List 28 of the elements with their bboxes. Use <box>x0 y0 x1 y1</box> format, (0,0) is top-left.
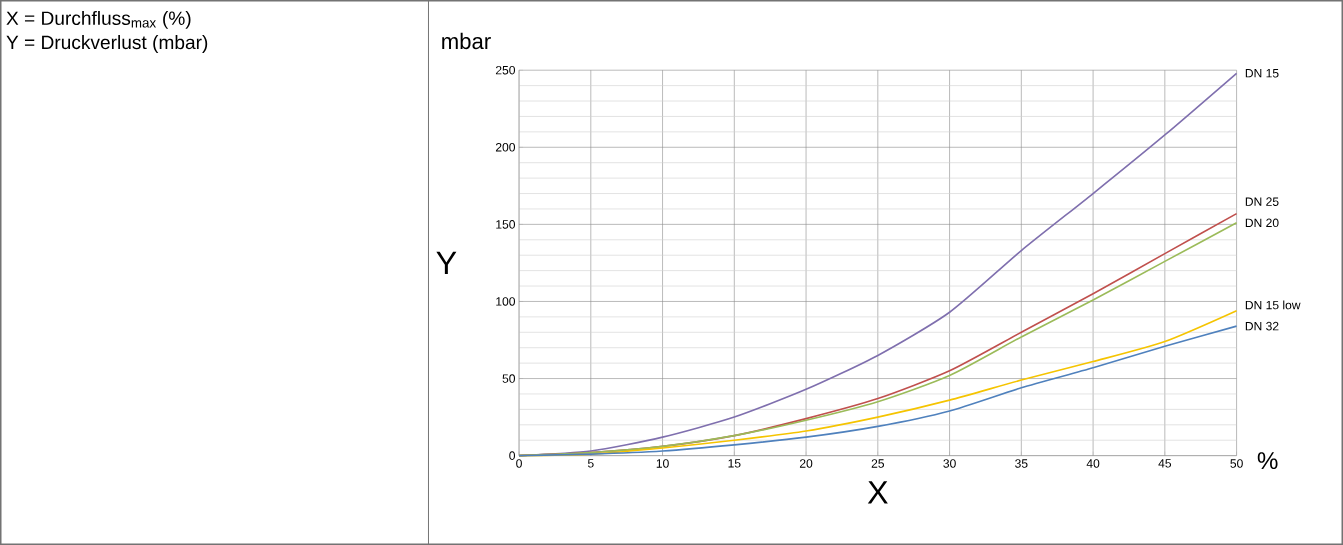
text: Y = Druckverlust (mbar) <box>6 35 208 53</box>
y-tick-label: 50 <box>502 374 516 383</box>
series-label: DN 15 low <box>1245 300 1301 310</box>
text: X = Durchfluss$_{max}$ (%) <box>6 10 191 29</box>
x-tick-label: 15 <box>728 459 741 468</box>
series-label: DN 15 <box>1245 69 1279 78</box>
y-axis-title: Y <box>436 251 457 275</box>
x-tick-label: 30 <box>943 459 956 468</box>
y-tick-label: 200 <box>495 143 516 152</box>
x-tick-label: 5 <box>587 459 594 468</box>
series-label: DN 20 <box>1245 218 1279 228</box>
text: % <box>1257 452 1278 470</box>
text: mbar <box>442 32 491 50</box>
x-tick-label: 45 <box>1158 459 1172 468</box>
series-label: DN 32 <box>1245 321 1279 331</box>
x-tick-label: 40 <box>1086 459 1100 468</box>
x-tick-label: 50 <box>1230 459 1243 468</box>
x-tick-label: 25 <box>871 459 885 468</box>
x-tick-label: 20 <box>799 459 813 468</box>
y-tick-label: 250 <box>495 65 516 75</box>
x-tick-label: 35 <box>1015 459 1028 468</box>
x-tick-label: 10 <box>656 459 669 468</box>
x-axis-title: X <box>867 481 888 504</box>
y-tick-label: 100 <box>496 297 516 306</box>
x-tick-label: 0 <box>516 459 522 468</box>
series-label: DN 25 <box>1245 197 1279 206</box>
y-tick-label: 0 <box>509 451 516 460</box>
y-tick-label: 150 <box>496 220 516 229</box>
